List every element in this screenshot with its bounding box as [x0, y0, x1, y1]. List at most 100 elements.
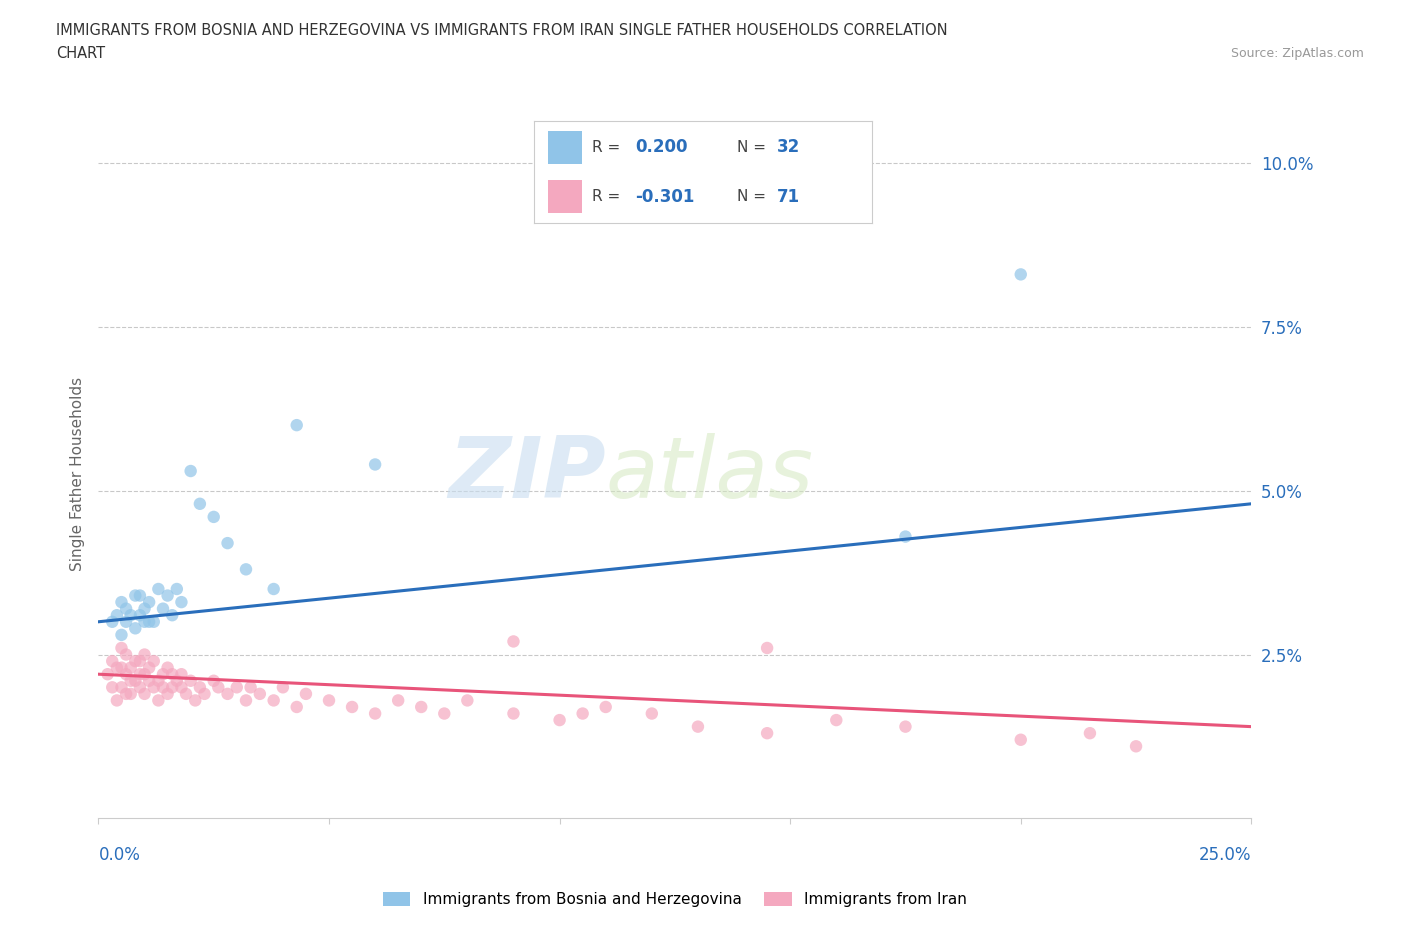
Point	[138, 660, 160, 675]
Point	[129, 608, 152, 623]
Point	[105, 608, 128, 623]
Point	[115, 667, 138, 682]
Text: 0.200: 0.200	[636, 139, 688, 156]
Point	[756, 725, 779, 740]
Point	[138, 673, 160, 688]
Point	[152, 680, 174, 695]
Point	[295, 686, 318, 701]
Text: -0.301: -0.301	[636, 188, 695, 206]
Point	[756, 641, 779, 656]
Point	[1010, 267, 1032, 282]
Point	[115, 601, 138, 616]
Text: IMMIGRANTS FROM BOSNIA AND HERZEGOVINA VS IMMIGRANTS FROM IRAN SINGLE FATHER HOU: IMMIGRANTS FROM BOSNIA AND HERZEGOVINA V…	[56, 23, 948, 38]
Point	[152, 601, 174, 616]
Point	[110, 660, 132, 675]
Point	[101, 615, 124, 630]
Point	[134, 686, 156, 701]
Point	[129, 588, 152, 603]
Point	[217, 686, 239, 701]
Point	[202, 673, 225, 688]
Point	[142, 654, 165, 669]
Point	[641, 706, 664, 721]
Point	[686, 719, 709, 734]
Point	[502, 634, 524, 649]
Point	[595, 699, 617, 714]
Point	[170, 680, 193, 695]
Point	[110, 628, 132, 643]
Point	[207, 680, 229, 695]
Text: 32: 32	[778, 139, 800, 156]
Point	[217, 536, 239, 551]
Point	[156, 588, 179, 603]
Point	[1010, 732, 1032, 747]
Text: 71: 71	[778, 188, 800, 206]
Point	[148, 581, 170, 596]
Text: N =: N =	[737, 140, 766, 155]
Point	[142, 615, 165, 630]
Point	[97, 667, 120, 682]
Point	[235, 562, 257, 577]
FancyBboxPatch shape	[548, 131, 582, 164]
Point	[188, 497, 211, 512]
Point	[110, 680, 132, 695]
Point	[166, 581, 188, 596]
Point	[271, 680, 294, 695]
Point	[894, 719, 917, 734]
Point	[124, 621, 146, 636]
Point	[120, 673, 142, 688]
Point	[180, 463, 202, 478]
Point	[138, 594, 160, 609]
Text: N =: N =	[737, 189, 766, 204]
Point	[170, 667, 193, 682]
Point	[174, 686, 197, 701]
Point	[235, 693, 257, 708]
Point	[571, 706, 593, 721]
Point	[124, 673, 146, 688]
Point	[193, 686, 215, 701]
Point	[124, 588, 146, 603]
Point	[239, 680, 262, 695]
Point	[340, 699, 363, 714]
Point	[120, 686, 142, 701]
Point	[134, 615, 156, 630]
Point	[166, 673, 188, 688]
Point	[129, 680, 152, 695]
Point	[110, 594, 132, 609]
Point	[894, 529, 917, 544]
Point	[411, 699, 433, 714]
Text: 25.0%: 25.0%	[1199, 846, 1251, 864]
FancyBboxPatch shape	[548, 180, 582, 213]
Point	[110, 641, 132, 656]
Point	[318, 693, 340, 708]
Point	[456, 693, 478, 708]
Point	[115, 686, 138, 701]
Text: R =: R =	[592, 140, 620, 155]
Text: ZIP: ZIP	[449, 432, 606, 516]
Point	[120, 660, 142, 675]
Point	[285, 699, 308, 714]
Point	[152, 667, 174, 682]
Point	[101, 680, 124, 695]
Point	[160, 608, 183, 623]
Point	[148, 693, 170, 708]
Text: atlas: atlas	[606, 432, 814, 516]
Point	[548, 712, 571, 727]
Point	[263, 581, 285, 596]
Point	[364, 706, 387, 721]
Point	[105, 693, 128, 708]
Point	[156, 686, 179, 701]
Point	[134, 667, 156, 682]
Text: CHART: CHART	[56, 46, 105, 61]
Point	[184, 693, 207, 708]
Point	[202, 510, 225, 525]
Point	[148, 673, 170, 688]
Point	[101, 654, 124, 669]
Point	[156, 660, 179, 675]
Point	[1125, 738, 1147, 753]
Point	[180, 673, 202, 688]
Point	[115, 615, 138, 630]
Point	[160, 680, 183, 695]
Point	[263, 693, 285, 708]
Point	[138, 615, 160, 630]
Text: 0.0%: 0.0%	[98, 846, 141, 864]
